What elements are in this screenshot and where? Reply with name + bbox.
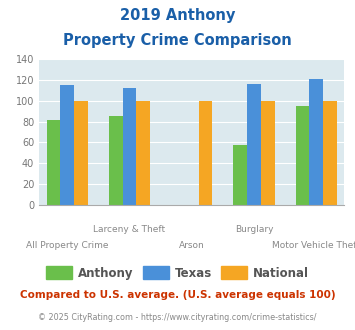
Bar bbox=[234, 146, 247, 205]
Text: Larceny & Theft: Larceny & Theft bbox=[93, 225, 165, 234]
Text: © 2025 CityRating.com - https://www.cityrating.com/crime-statistics/: © 2025 CityRating.com - https://www.city… bbox=[38, 313, 317, 322]
Bar bbox=[198, 101, 212, 205]
Bar bbox=[122, 88, 136, 205]
Bar bbox=[136, 101, 150, 205]
Bar bbox=[323, 101, 337, 205]
Bar bbox=[310, 79, 323, 205]
Text: Motor Vehicle Theft: Motor Vehicle Theft bbox=[272, 241, 355, 250]
Text: 2019 Anthony: 2019 Anthony bbox=[120, 8, 235, 23]
Bar bbox=[261, 101, 274, 205]
Text: Compared to U.S. average. (U.S. average equals 100): Compared to U.S. average. (U.S. average … bbox=[20, 290, 335, 300]
Bar bbox=[296, 106, 310, 205]
Bar bbox=[47, 119, 60, 205]
Bar bbox=[109, 116, 122, 205]
Text: Burglary: Burglary bbox=[235, 225, 273, 234]
Legend: Anthony, Texas, National: Anthony, Texas, National bbox=[41, 262, 314, 284]
Text: All Property Crime: All Property Crime bbox=[26, 241, 108, 250]
Bar bbox=[74, 101, 88, 205]
Text: Arson: Arson bbox=[179, 241, 204, 250]
Bar bbox=[60, 85, 74, 205]
Text: Property Crime Comparison: Property Crime Comparison bbox=[63, 33, 292, 48]
Bar bbox=[247, 84, 261, 205]
